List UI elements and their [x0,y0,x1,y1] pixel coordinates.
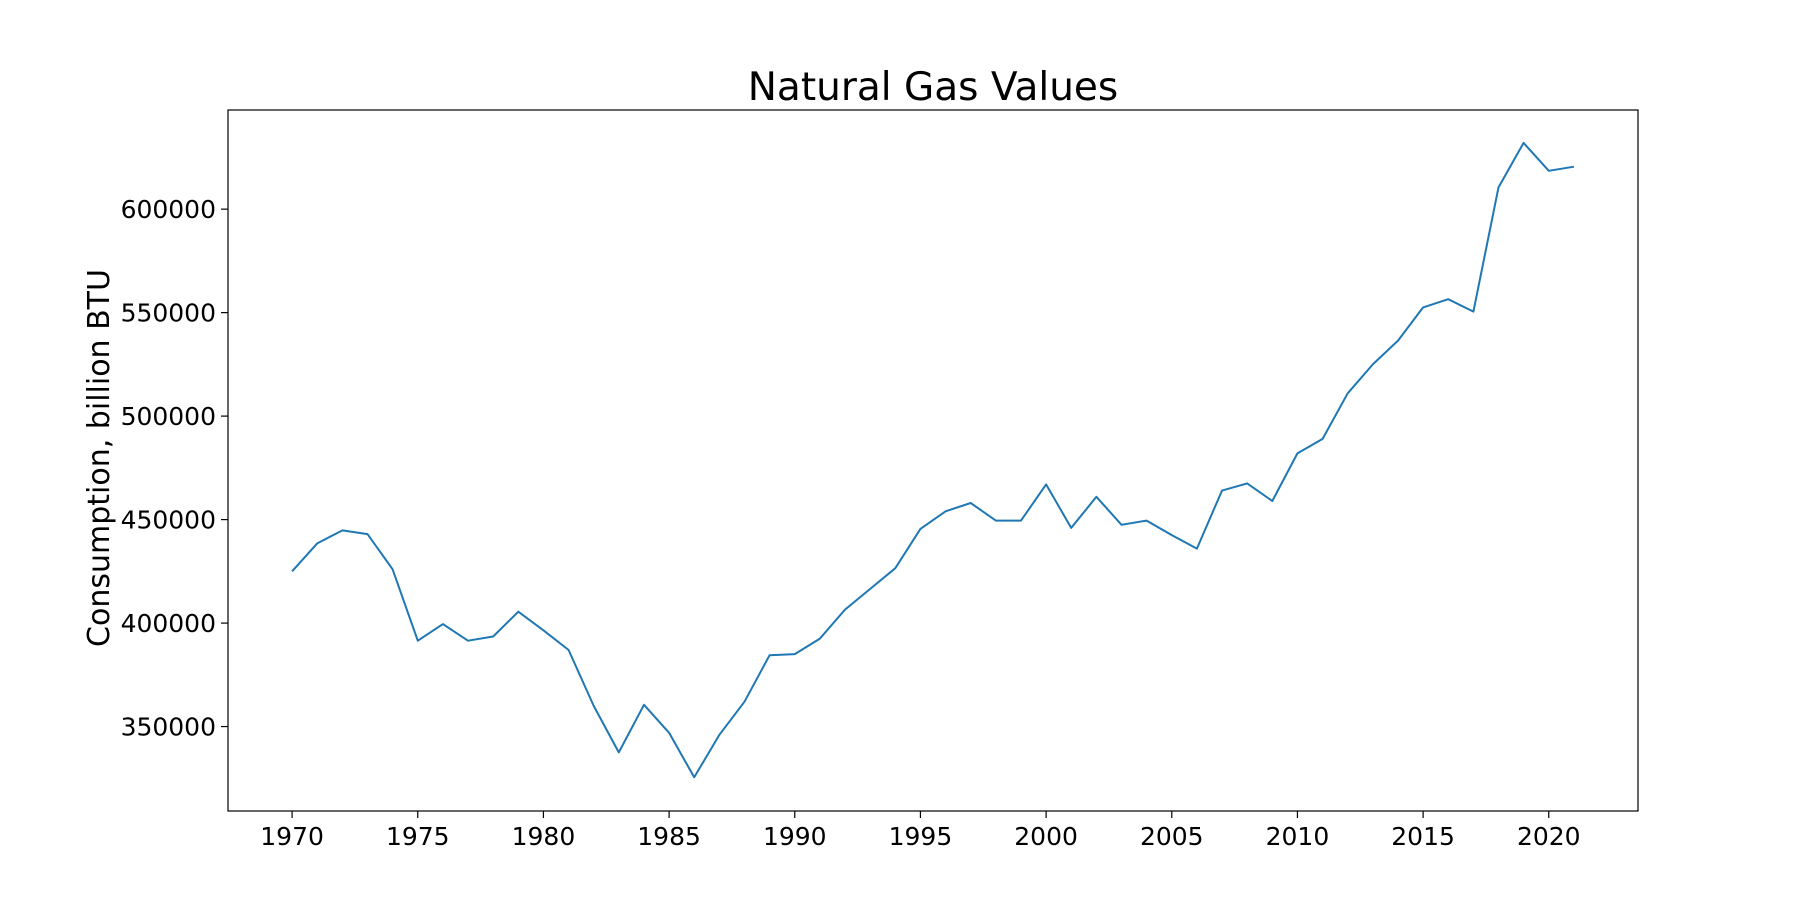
y-axis-label: Consumption, billion BTU [82,269,117,647]
y-tick-label: 500000 [121,402,216,431]
series-line [291,141,1575,779]
series-layer [291,141,1575,779]
x-tick-label: 2010 [1266,822,1330,851]
x-axis: 1970 1975 1980 1985 1990 1995 2000 2005 2010 2015… [260,811,1581,851]
y-tick-label: 400000 [121,609,216,638]
y-tick-label: 450000 [121,506,216,535]
y-tick-label: 550000 [121,299,216,328]
y-tick-label: 350000 [121,713,216,742]
x-tick-label: 1995 [889,822,953,851]
chart-title: Natural Gas Values [748,65,1119,110]
y-tick-label: 600000 [121,195,216,224]
x-tick-label: 1980 [512,822,576,851]
y-axis: 350000 400000 450000 500000 550000 600000 [121,195,228,742]
x-tick-label: 1970 [260,822,324,851]
x-tick-label: 2020 [1517,822,1581,851]
x-tick-label: 2015 [1391,822,1455,851]
plot-frame [227,109,1639,812]
x-tick-label: 2005 [1140,822,1204,851]
x-tick-label: 2000 [1014,822,1078,851]
x-tick-label: 1975 [386,822,450,851]
x-tick-label: 1990 [763,822,827,851]
x-tick-label: 1985 [637,822,701,851]
